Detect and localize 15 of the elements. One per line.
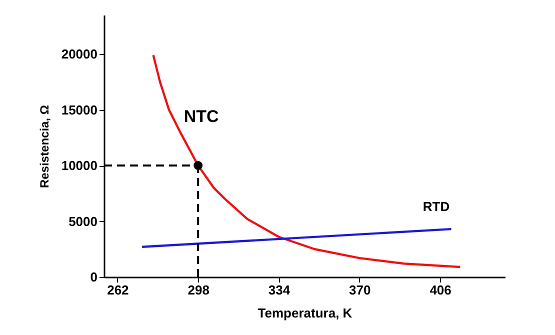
x-tick-label: 298 [188,282,210,298]
y-tick-label: 20000 [61,46,98,62]
y-tick-label: 5000 [68,214,98,229]
series-label: RTD [422,199,450,214]
y-tick-label: 15000 [61,102,98,118]
x-tick-label: 406 [430,282,452,298]
series-label: NTC [184,107,219,126]
x-tick-label: 262 [107,282,129,298]
y-axis-title: Resistencia, Ω [37,104,52,188]
x-tick-label: 334 [268,282,291,298]
y-tick-label: 0 [90,270,98,284]
x-axis-title: Temperatura, K [258,306,353,320]
line-series [152,54,462,268]
y-tick-label: 10000 [61,158,98,174]
x-tick-label: 370 [349,282,371,298]
